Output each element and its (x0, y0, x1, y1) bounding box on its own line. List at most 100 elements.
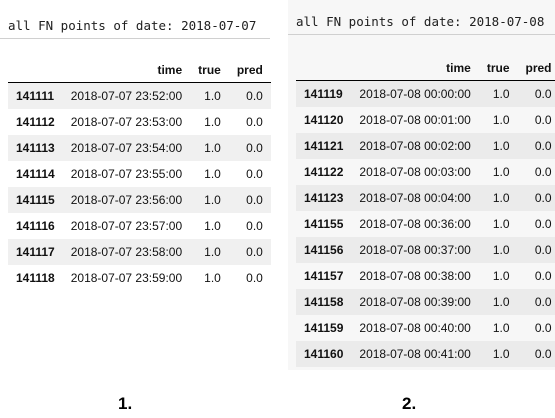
table-row: 141155 2018-07-08 00:36:00 1.0 0.0 (296, 211, 555, 237)
notebook-output-panel-2: all FN points of date: 2018-07-08 time t… (288, 0, 555, 370)
cell-true: 1.0 (204, 271, 221, 285)
cell-true: 1.0 (492, 87, 510, 101)
cell-time: 2018-07-08 00:01:00 (359, 113, 471, 127)
cell-pred: 0.0 (534, 113, 552, 127)
cell-pred: 0.0 (534, 217, 552, 231)
cell-index: 141155 (304, 217, 344, 231)
cell-true: 1.0 (204, 89, 221, 103)
cell-time: 2018-07-07 23:57:00 (70, 219, 183, 233)
cell-time: 2018-07-08 00:41:00 (359, 347, 471, 361)
cell-time: 2018-07-08 00:37:00 (359, 243, 471, 257)
output-separator (0, 38, 270, 39)
column-header-pred: pred (517, 56, 555, 81)
cell-time: 2018-07-08 00:40:00 (359, 321, 471, 335)
cell-time: 2018-07-07 23:53:00 (70, 115, 183, 129)
column-header-time: time (351, 56, 479, 81)
cell-true: 1.0 (204, 245, 221, 259)
table-row: 141113 2018-07-07 23:54:00 1.0 0.0 (8, 135, 271, 161)
cell-pred: 0.0 (534, 87, 552, 101)
table-row: 141121 2018-07-08 00:02:00 1.0 0.0 (296, 133, 555, 159)
cell-pred: 0.0 (534, 269, 552, 283)
cell-time: 2018-07-07 23:59:00 (70, 271, 183, 285)
column-header-true: true (190, 58, 229, 83)
cell-index: 141157 (304, 269, 344, 283)
column-header-index (296, 56, 352, 81)
cell-time: 2018-07-08 00:02:00 (359, 139, 471, 153)
cell-pred: 0.0 (534, 321, 552, 335)
column-header-index (8, 58, 63, 83)
cell-index: 141120 (304, 113, 344, 127)
table-header-row: time true pred (296, 56, 555, 81)
cell-pred: 0.0 (246, 271, 263, 285)
cell-time: 2018-07-07 23:58:00 (70, 245, 183, 259)
cell-true: 1.0 (492, 113, 510, 127)
cell-time: 2018-07-08 00:00:00 (359, 87, 471, 101)
cell-index: 141160 (304, 347, 344, 361)
cell-index: 141121 (304, 139, 344, 153)
table-row: 141120 2018-07-08 00:01:00 1.0 0.0 (296, 107, 555, 133)
cell-index: 141156 (304, 243, 344, 257)
cell-index: 141119 (304, 87, 343, 101)
notebook-output-panel-1: all FN points of date: 2018-07-07 time t… (0, 0, 271, 370)
cell-pred: 0.0 (534, 165, 552, 179)
cell-time: 2018-07-07 23:52:00 (70, 89, 183, 103)
cell-true: 1.0 (204, 193, 221, 207)
cell-true: 1.0 (492, 217, 510, 231)
cell-true: 1.0 (492, 269, 510, 283)
cell-pred: 0.0 (246, 141, 263, 155)
figure-label-2: 2. (402, 394, 417, 413)
cell-time: 2018-07-08 00:04:00 (359, 191, 471, 205)
cell-true: 1.0 (492, 321, 510, 335)
table-row: 141111 2018-07-07 23:52:00 1.0 0.0 (8, 82, 271, 109)
table-row: 141159 2018-07-08 00:40:00 1.0 0.0 (296, 315, 555, 341)
cell-true: 1.0 (492, 295, 510, 309)
cell-time: 2018-07-08 00:38:00 (359, 269, 471, 283)
dataframe-table: time true pred 141111 2018-07-07 23:52:00… (8, 58, 271, 291)
cell-true: 1.0 (492, 165, 510, 179)
figure-label-1: 1. (118, 394, 133, 413)
cell-index: 141158 (304, 295, 344, 309)
cell-true: 1.0 (204, 167, 221, 181)
cell-pred: 0.0 (534, 191, 552, 205)
cell-index: 141117 (16, 245, 55, 259)
cell-pred: 0.0 (534, 347, 552, 361)
cell-pred: 0.0 (246, 245, 263, 259)
cell-pred: 0.0 (534, 295, 552, 309)
table-row: 141117 2018-07-07 23:58:00 1.0 0.0 (8, 239, 271, 265)
table-row: 141160 2018-07-08 00:41:00 1.0 0.0 (296, 341, 555, 367)
cell-time: 2018-07-08 00:03:00 (359, 165, 471, 179)
cell-index: 141111 (16, 89, 55, 103)
table-row: 141119 2018-07-08 00:00:00 1.0 0.0 (296, 80, 555, 107)
cell-pred: 0.0 (246, 115, 263, 129)
cell-true: 1.0 (492, 139, 510, 153)
cell-true: 1.0 (492, 243, 510, 257)
table-header-row: time true pred (8, 58, 271, 83)
output-caption: all FN points of date: 2018-07-08 (296, 14, 545, 29)
table-row: 141123 2018-07-08 00:04:00 1.0 0.0 (296, 185, 555, 211)
table-row: 141157 2018-07-08 00:38:00 1.0 0.0 (296, 263, 555, 289)
table-row: 141118 2018-07-07 23:59:00 1.0 0.0 (8, 265, 271, 291)
column-header-time: time (62, 58, 191, 83)
table-row: 141115 2018-07-07 23:56:00 1.0 0.0 (8, 187, 271, 213)
cell-time: 2018-07-08 00:36:00 (359, 217, 471, 231)
cell-true: 1.0 (204, 219, 221, 233)
cell-pred: 0.0 (246, 219, 263, 233)
table-row: 141122 2018-07-08 00:03:00 1.0 0.0 (296, 159, 555, 185)
column-header-pred: pred (228, 58, 271, 83)
cell-pred: 0.0 (534, 139, 552, 153)
column-header-true: true (478, 56, 518, 81)
table-row: 141112 2018-07-07 23:53:00 1.0 0.0 (8, 109, 271, 135)
output-separator (288, 34, 555, 35)
cell-true: 1.0 (492, 191, 510, 205)
output-caption: all FN points of date: 2018-07-07 (8, 18, 257, 33)
cell-index: 141122 (304, 165, 344, 179)
cell-time: 2018-07-07 23:56:00 (70, 193, 183, 207)
cell-pred: 0.0 (246, 167, 263, 181)
cell-index: 141116 (16, 219, 55, 233)
table-row: 141156 2018-07-08 00:37:00 1.0 0.0 (296, 237, 555, 263)
cell-true: 1.0 (204, 141, 221, 155)
dataframe-table: time true pred 141119 2018-07-08 00:00:00… (296, 56, 555, 367)
table-row: 141116 2018-07-07 23:57:00 1.0 0.0 (8, 213, 271, 239)
table-row: 141158 2018-07-08 00:39:00 1.0 0.0 (296, 289, 555, 315)
cell-index: 141123 (304, 191, 344, 205)
